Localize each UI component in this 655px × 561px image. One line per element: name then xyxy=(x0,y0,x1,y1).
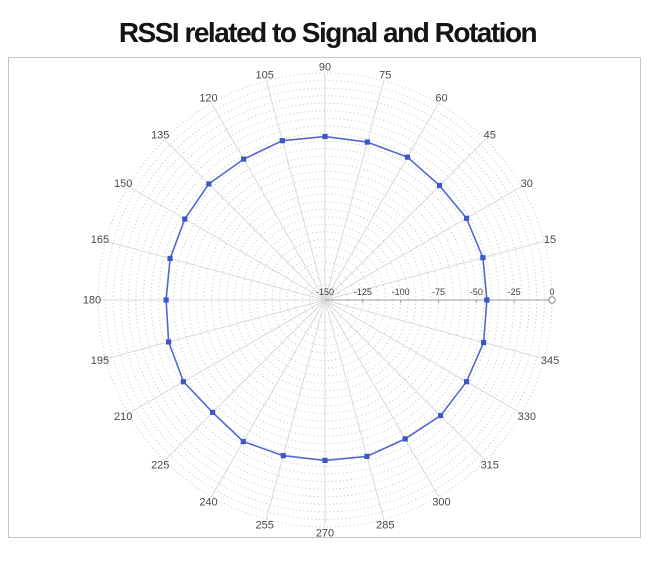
grid-spoke xyxy=(324,139,486,301)
data-point[interactable] xyxy=(436,182,443,189)
data-point[interactable] xyxy=(484,297,490,303)
grid-spoke xyxy=(324,299,545,360)
polar-grid-spokes xyxy=(98,73,545,527)
grid-spoke xyxy=(128,186,326,301)
grid-spoke xyxy=(211,299,326,497)
radial-axis: -150 -125 -100 -75 -50 -25 0 xyxy=(316,287,556,304)
data-series-rssi xyxy=(163,133,490,464)
grid-spoke xyxy=(265,80,326,301)
grid-spoke xyxy=(324,299,522,414)
data-point[interactable] xyxy=(322,133,328,140)
data-point[interactable] xyxy=(481,339,487,346)
angular-tick-label: 300 xyxy=(432,496,450,508)
grid-spoke xyxy=(324,80,385,301)
angular-tick-label: 315 xyxy=(481,459,499,471)
radial-tick-label: 0 xyxy=(549,287,554,297)
data-point[interactable] xyxy=(463,379,470,385)
radial-tick-label: -100 xyxy=(392,287,410,297)
data-point[interactable] xyxy=(404,154,411,160)
angular-tick-label: 285 xyxy=(376,520,394,532)
data-point[interactable] xyxy=(437,412,444,419)
angular-tick-label: 255 xyxy=(256,520,274,532)
radial-tick-label: -25 xyxy=(508,287,521,297)
plot-frame: -150 -125 -100 -75 -50 -25 0 15 30 45 60 75 90 105 120… xyxy=(8,57,641,540)
angular-tick-label: 150 xyxy=(114,178,132,190)
grid-spoke xyxy=(324,240,545,301)
radial-tick-label: -125 xyxy=(354,287,372,297)
axis-end-circle-icon xyxy=(548,296,556,304)
grid-spoke xyxy=(128,299,326,414)
data-point[interactable] xyxy=(180,379,187,385)
angular-tick-label: 15 xyxy=(544,234,556,246)
angular-tick-label: 75 xyxy=(379,69,391,81)
data-point[interactable] xyxy=(402,436,408,442)
grid-spoke xyxy=(105,299,326,360)
data-point[interactable] xyxy=(280,453,286,459)
data-point[interactable] xyxy=(167,255,173,262)
grid-spoke xyxy=(324,103,439,301)
data-point[interactable] xyxy=(163,297,169,303)
angular-tick-label: 240 xyxy=(199,496,217,508)
data-point[interactable] xyxy=(364,139,370,145)
data-point[interactable] xyxy=(240,438,246,445)
angular-tick-label: 180 xyxy=(83,295,101,307)
grid-spoke xyxy=(211,103,326,301)
angular-labels: 15 30 45 60 75 90 105 120 135 150 165 180 195 210 225 2… xyxy=(83,62,559,540)
radial-tick-label: -50 xyxy=(470,287,483,297)
chart-title: RSSI related to Signal and Rotation xyxy=(118,17,538,48)
angular-tick-label: 120 xyxy=(199,93,217,105)
angular-tick-label: 330 xyxy=(518,411,536,423)
angular-tick-label: 165 xyxy=(91,234,109,246)
angular-tick-label: 345 xyxy=(541,355,559,367)
angular-tick-label: 90 xyxy=(319,62,331,74)
data-point[interactable] xyxy=(463,215,470,221)
angular-tick-label: 135 xyxy=(151,130,169,142)
data-point[interactable] xyxy=(364,453,370,460)
data-point[interactable] xyxy=(322,457,328,464)
data-point[interactable] xyxy=(210,409,216,415)
angular-tick-label: 210 xyxy=(114,411,132,423)
angular-tick-label: 45 xyxy=(484,130,496,142)
data-point[interactable] xyxy=(165,339,172,345)
grid-spoke xyxy=(324,299,439,497)
angular-tick-label: 195 xyxy=(91,355,109,367)
angular-tick-label: 270 xyxy=(316,528,334,540)
radial-tick-label: -75 xyxy=(432,287,445,297)
data-point[interactable] xyxy=(480,255,486,261)
data-point[interactable] xyxy=(206,181,212,187)
grid-spoke xyxy=(164,139,326,301)
grid-spoke xyxy=(324,299,385,520)
radial-tick-label: -150 xyxy=(316,287,334,297)
grid-spoke xyxy=(324,299,486,461)
data-point[interactable] xyxy=(182,216,188,222)
grid-spoke xyxy=(265,299,326,520)
angular-tick-label: 60 xyxy=(435,93,447,105)
angular-tick-label: 30 xyxy=(521,178,533,190)
angular-tick-label: 225 xyxy=(151,459,169,471)
data-point[interactable] xyxy=(241,156,247,162)
grid-spoke xyxy=(324,186,522,301)
angular-tick-label: 105 xyxy=(256,69,274,81)
grid-spoke xyxy=(164,299,326,461)
polar-chart-svg: -150 -125 -100 -75 -50 -25 0 15 30 45 60 75 90 105 120… xyxy=(83,62,559,540)
grid-spoke xyxy=(105,240,326,301)
data-point[interactable] xyxy=(279,138,285,144)
